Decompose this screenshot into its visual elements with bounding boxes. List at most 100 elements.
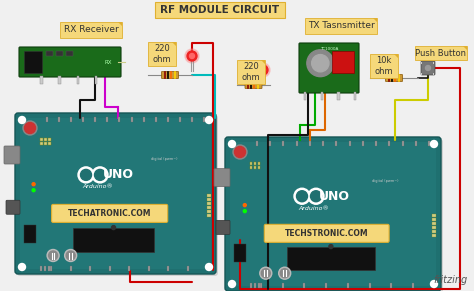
Bar — [322, 141, 324, 146]
FancyBboxPatch shape — [15, 113, 216, 274]
Bar — [354, 92, 356, 100]
Bar — [118, 117, 120, 122]
Polygon shape — [394, 54, 398, 58]
Bar — [207, 205, 211, 208]
FancyBboxPatch shape — [305, 18, 377, 34]
Bar — [388, 141, 390, 146]
Bar — [250, 162, 253, 164]
Bar — [82, 117, 84, 122]
Text: RX Receiver: RX Receiver — [64, 26, 118, 35]
Circle shape — [23, 121, 37, 135]
Bar — [24, 51, 42, 73]
Bar — [321, 92, 323, 100]
Bar — [332, 51, 354, 73]
Bar — [40, 76, 43, 84]
FancyBboxPatch shape — [421, 61, 435, 75]
Bar — [433, 62, 435, 63]
Circle shape — [206, 263, 212, 271]
Bar — [432, 218, 436, 221]
Bar — [432, 230, 436, 233]
Polygon shape — [261, 60, 265, 64]
Text: RX: RX — [104, 59, 112, 65]
FancyBboxPatch shape — [4, 146, 20, 164]
FancyBboxPatch shape — [385, 74, 402, 81]
Bar — [66, 51, 73, 56]
Bar — [433, 73, 435, 74]
Text: TC1000A: TC1000A — [320, 47, 338, 51]
Bar — [283, 141, 284, 146]
Text: UNO: UNO — [102, 168, 134, 181]
FancyBboxPatch shape — [227, 139, 443, 291]
Circle shape — [261, 269, 270, 278]
Bar — [428, 141, 430, 146]
Text: 10k
ohm: 10k ohm — [374, 56, 393, 76]
Circle shape — [78, 167, 94, 183]
FancyBboxPatch shape — [148, 42, 176, 66]
Circle shape — [32, 183, 35, 186]
Bar — [48, 266, 50, 271]
Text: 220
ohm: 220 ohm — [242, 62, 260, 82]
Text: Arduino®: Arduino® — [82, 184, 113, 189]
Bar — [254, 166, 256, 168]
Bar — [167, 117, 169, 122]
Bar — [77, 76, 79, 84]
Circle shape — [294, 188, 310, 204]
Circle shape — [426, 65, 430, 70]
Circle shape — [185, 49, 199, 63]
Circle shape — [47, 249, 59, 262]
Bar — [46, 51, 53, 56]
Bar — [94, 117, 96, 122]
Bar — [207, 210, 211, 212]
Circle shape — [235, 146, 246, 157]
FancyBboxPatch shape — [6, 200, 20, 214]
Bar — [40, 266, 42, 271]
FancyBboxPatch shape — [60, 22, 122, 38]
FancyBboxPatch shape — [52, 204, 168, 222]
Circle shape — [430, 141, 438, 148]
Bar — [421, 62, 422, 63]
Bar — [24, 224, 36, 242]
Bar — [348, 141, 351, 146]
FancyBboxPatch shape — [245, 81, 262, 88]
Circle shape — [25, 123, 36, 134]
Circle shape — [187, 51, 197, 61]
Bar — [40, 142, 43, 145]
FancyBboxPatch shape — [216, 220, 230, 234]
Circle shape — [280, 269, 289, 278]
Bar — [412, 283, 414, 288]
Circle shape — [81, 169, 91, 180]
Text: Arduino®: Arduino® — [299, 206, 329, 211]
Bar — [48, 138, 51, 141]
Circle shape — [297, 191, 308, 202]
FancyBboxPatch shape — [225, 137, 441, 291]
Text: UNO: UNO — [319, 190, 349, 203]
Circle shape — [190, 54, 194, 58]
Circle shape — [308, 188, 324, 204]
Bar — [432, 226, 436, 229]
Polygon shape — [118, 22, 122, 26]
FancyBboxPatch shape — [214, 168, 230, 187]
Bar — [207, 214, 211, 217]
Bar — [362, 141, 364, 146]
Bar — [40, 138, 43, 141]
Bar — [336, 141, 337, 146]
FancyBboxPatch shape — [20, 118, 211, 269]
Text: fritzing: fritzing — [434, 275, 468, 285]
Circle shape — [92, 167, 108, 183]
Circle shape — [18, 263, 26, 271]
Circle shape — [49, 251, 58, 260]
Bar — [304, 92, 307, 100]
Bar — [347, 283, 349, 288]
Circle shape — [32, 189, 35, 192]
Bar — [254, 283, 256, 288]
Text: 220
ohm: 220 ohm — [153, 44, 171, 64]
Circle shape — [206, 116, 212, 123]
Text: Push Button: Push Button — [416, 49, 466, 58]
Bar — [258, 283, 260, 288]
Circle shape — [260, 267, 272, 279]
Circle shape — [312, 54, 329, 72]
Bar — [432, 222, 436, 225]
Bar — [203, 117, 205, 122]
Bar — [109, 266, 111, 271]
Bar — [179, 117, 181, 122]
